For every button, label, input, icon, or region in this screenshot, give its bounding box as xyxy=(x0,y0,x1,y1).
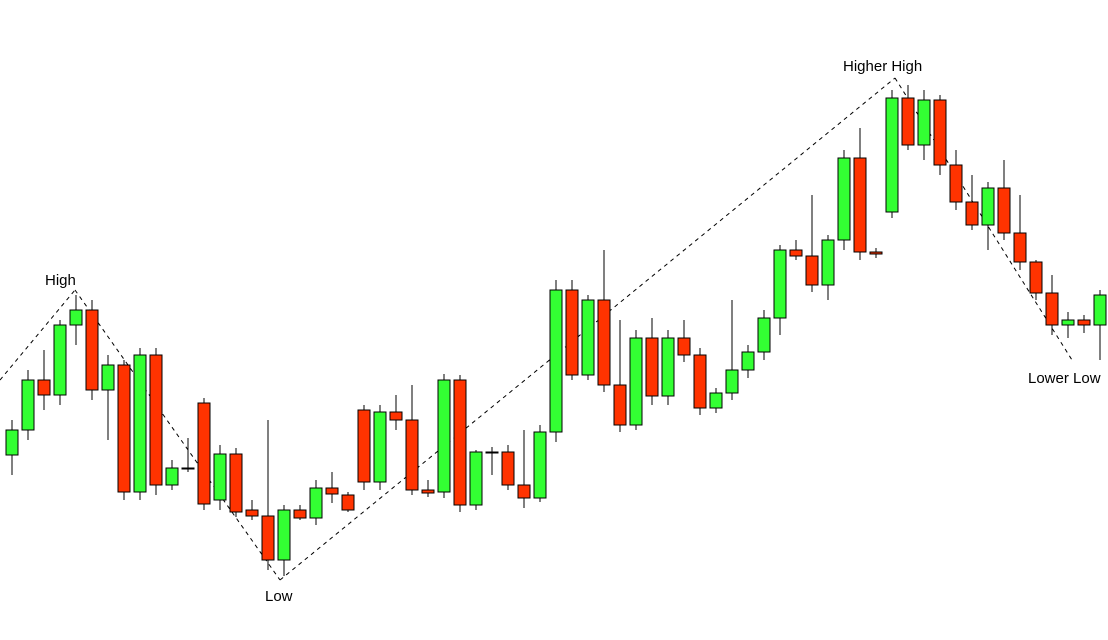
candle-body xyxy=(182,468,194,469)
candle-body xyxy=(1046,293,1058,325)
candle-body xyxy=(566,290,578,375)
candle-body xyxy=(918,100,930,145)
candle-body xyxy=(982,188,994,225)
candle-body xyxy=(966,202,978,225)
candle-body xyxy=(726,370,738,393)
candle-body xyxy=(950,165,962,202)
candle-body xyxy=(518,485,530,498)
candle-body xyxy=(742,352,754,370)
candle-body xyxy=(534,432,546,498)
candle-body xyxy=(166,468,178,485)
candle-body xyxy=(838,158,850,240)
candle-body xyxy=(598,300,610,385)
chart-svg xyxy=(0,0,1108,640)
candle-body xyxy=(758,318,770,352)
candle-body xyxy=(38,380,50,395)
candle-body xyxy=(1078,320,1090,325)
candle-body xyxy=(614,385,626,425)
candle-body xyxy=(470,452,482,505)
annotation-high: High xyxy=(45,272,76,289)
candle-body xyxy=(198,403,210,504)
candle-body xyxy=(310,488,322,518)
candle-body xyxy=(390,412,402,420)
candle-body xyxy=(374,412,386,482)
candle-body xyxy=(1014,233,1026,262)
candle-body xyxy=(262,516,274,560)
candle-body xyxy=(550,290,562,432)
annotation-higher-high: Higher High xyxy=(843,58,922,75)
candle-body xyxy=(1062,320,1074,325)
candle-body xyxy=(246,510,258,516)
candle-body xyxy=(54,325,66,395)
candle-body xyxy=(422,490,434,493)
annotation-low: Low xyxy=(265,588,293,605)
candle-body xyxy=(502,452,514,485)
candle-body xyxy=(438,380,450,492)
candle-body xyxy=(86,310,98,390)
candle-body xyxy=(150,355,162,485)
candle-body xyxy=(822,240,834,285)
candle-body xyxy=(710,393,722,408)
candle-body xyxy=(870,252,882,254)
candle-body xyxy=(326,488,338,494)
candle-body xyxy=(998,188,1010,233)
candle-body xyxy=(854,158,866,252)
candlestick-chart: High Low Higher High Lower Low xyxy=(0,0,1108,640)
candle-body xyxy=(630,338,642,425)
candle-body xyxy=(678,338,690,355)
annotation-lower-low: Lower Low xyxy=(1028,370,1101,387)
candle-body xyxy=(486,452,498,453)
candle-body xyxy=(358,410,370,482)
candle-body xyxy=(1094,295,1106,325)
candle-body xyxy=(774,250,786,318)
candle-body xyxy=(886,98,898,212)
candle-body xyxy=(22,380,34,430)
candle-body xyxy=(934,100,946,165)
candle-body xyxy=(102,365,114,390)
candle-body xyxy=(214,454,226,500)
candle-body xyxy=(806,256,818,285)
candle-body xyxy=(230,454,242,512)
candle-body xyxy=(342,495,354,510)
candle-body xyxy=(694,355,706,408)
candle-body xyxy=(406,420,418,490)
candle-body xyxy=(1030,262,1042,293)
candle-body xyxy=(454,380,466,505)
candle-body xyxy=(646,338,658,396)
candle-body xyxy=(278,510,290,560)
candle-body xyxy=(70,310,82,325)
candle-body xyxy=(118,365,130,492)
candle-body xyxy=(662,338,674,396)
candle-body xyxy=(294,510,306,518)
candle-body xyxy=(790,250,802,256)
candle-body xyxy=(582,300,594,375)
trendline xyxy=(75,290,280,580)
candle-body xyxy=(134,355,146,492)
candle-body xyxy=(6,430,18,455)
candle-body xyxy=(902,98,914,145)
